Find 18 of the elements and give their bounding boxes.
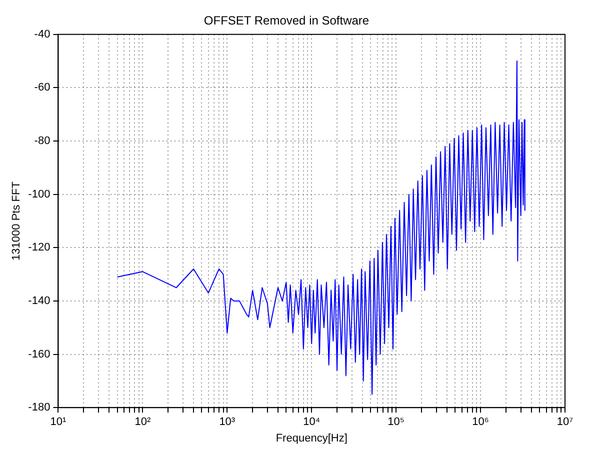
x-axis-title: Frequency[Hz] <box>276 432 348 444</box>
y-tick-label: -100 <box>28 188 50 200</box>
y-tick-label: -120 <box>28 242 50 254</box>
chart-title: OFFSET Removed in Software <box>204 14 370 28</box>
x-tick-label: 10² <box>134 416 151 428</box>
y-tick-label: -160 <box>28 348 50 360</box>
x-tick-label: 10⁵ <box>388 416 404 428</box>
y-tick-label: -80 <box>34 135 50 148</box>
y-tick-label: -60 <box>34 82 50 94</box>
y-tick-label: -180 <box>28 402 50 414</box>
x-tick-label: 10¹ <box>50 416 66 428</box>
y-tick-label: -40 <box>34 28 50 40</box>
x-tick-label: 10⁶ <box>472 416 489 428</box>
x-tick-label: 10⁷ <box>556 416 574 428</box>
y-tick-label: -140 <box>28 295 50 308</box>
x-tick-label: 10⁴ <box>303 416 320 428</box>
y-axis-title: 131000 Pts FFT <box>10 181 23 260</box>
x-tick-label: 10³ <box>219 416 236 428</box>
